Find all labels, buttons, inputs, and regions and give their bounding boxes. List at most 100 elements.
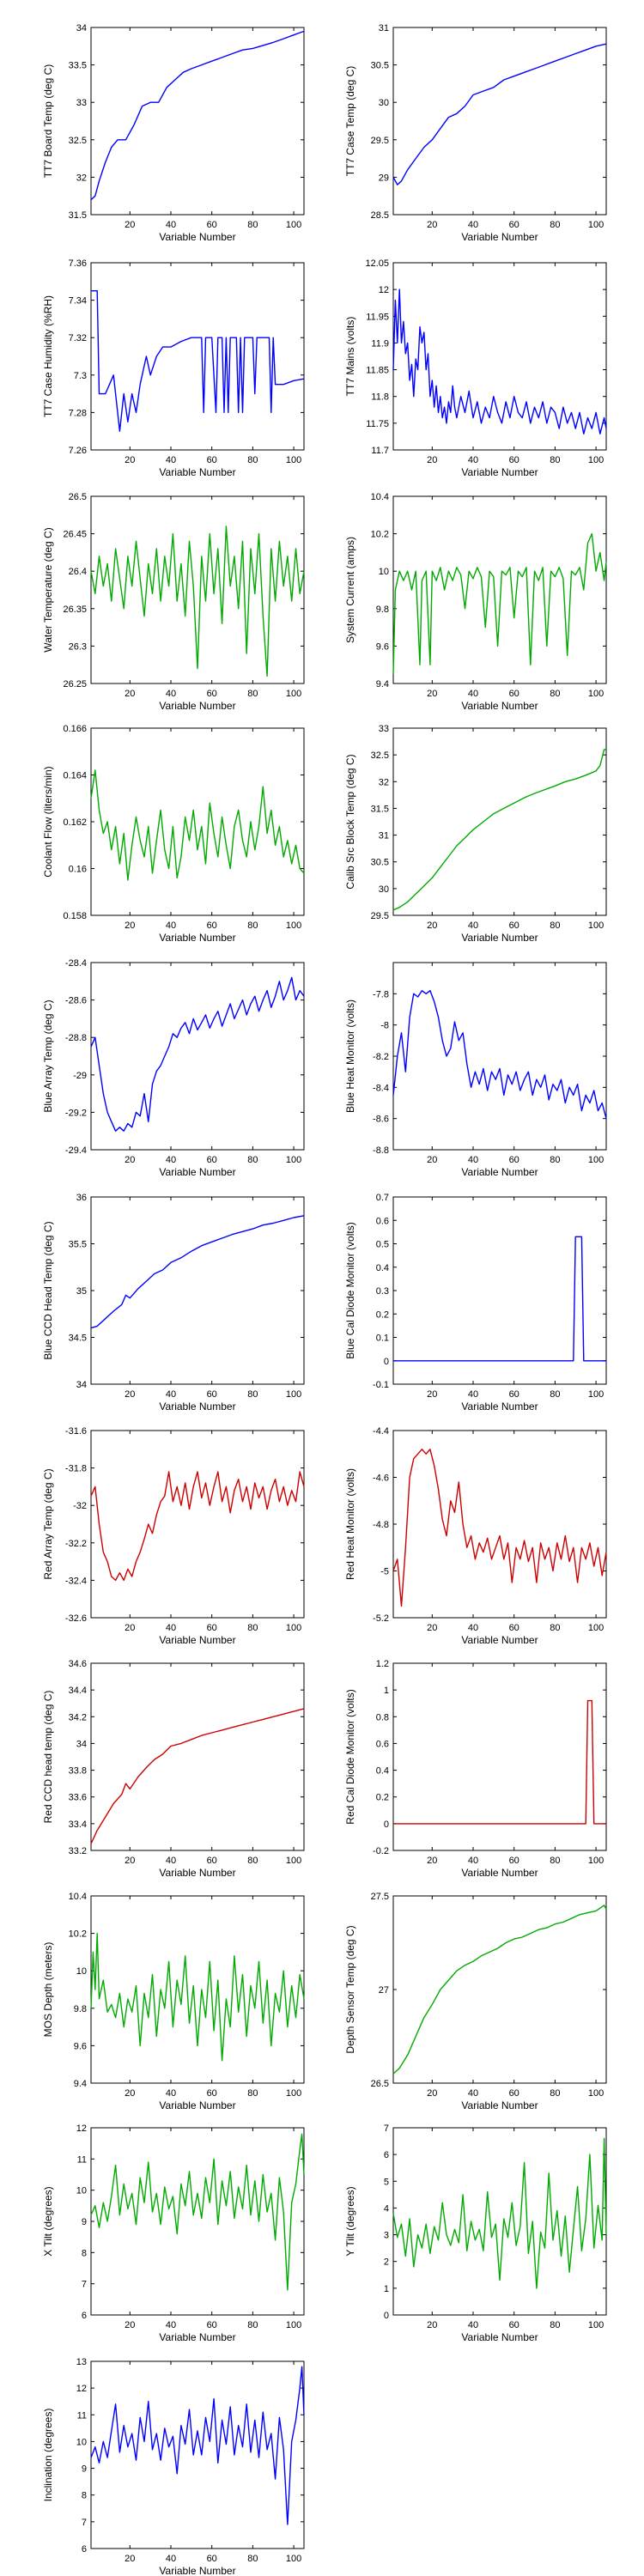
y-tick-label: 32.5 — [371, 750, 389, 761]
x-tick-label: 20 — [427, 1389, 437, 1400]
y-tick-label: 0.5 — [376, 1240, 389, 1250]
x-tick-label: 100 — [286, 689, 301, 699]
y-tick-label: 9.8 — [376, 605, 389, 615]
series-line-coolant-flow — [90, 769, 305, 881]
chart-red-array-temp: -32.6 -32.4 -32.2 -32 -31.8 -31.6 20 40 60 80 100 V… — [42, 1426, 305, 1646]
y-tick-label: 9.4 — [376, 679, 389, 690]
x-axis-label: Variable Number — [159, 2565, 235, 2576]
y-axis-label: Red CCD head temp (deg C) — [42, 1691, 54, 1824]
x-tick-label: 60 — [207, 220, 217, 230]
y-tick-label: -28.4 — [65, 958, 87, 969]
y-tick-label: 26.5 — [69, 492, 87, 502]
x-tick-label: 80 — [550, 920, 560, 931]
y-tick-label: 30 — [379, 98, 389, 108]
y-axis-label: Water Temperature (deg C) — [42, 527, 54, 652]
x-tick-label: 20 — [125, 1389, 135, 1400]
y-axis-label: MOS Depth (meters) — [42, 1942, 54, 2038]
x-tick-label: 60 — [509, 1155, 519, 1165]
chart-blue-array-temp: -29.4 -29.2 -29 -28.8 -28.6 -28.4 20 40 60 80 100 V… — [42, 958, 305, 1178]
series-line-red-heat-monitor — [392, 1449, 607, 1607]
x-tick-label: 20 — [427, 455, 437, 465]
y-tick-label: 0 — [384, 2311, 389, 2321]
x-tick-label: 40 — [468, 689, 478, 699]
x-tick-label: 40 — [468, 1623, 478, 1633]
y-tick-label: 7 — [82, 2280, 87, 2290]
x-tick-label: 80 — [247, 2088, 258, 2099]
y-tick-label: 10 — [76, 2186, 87, 2196]
x-tick-label: 40 — [166, 2320, 176, 2330]
x-axis-label: Variable Number — [461, 700, 538, 712]
x-tick-label: 60 — [207, 2554, 217, 2564]
plot-area — [392, 1895, 607, 2084]
x-tick-label: 20 — [427, 1856, 437, 1866]
y-tick-label: -29.4 — [65, 1145, 87, 1156]
y-tick-label: 6 — [384, 2150, 389, 2160]
y-tick-label: -5.2 — [373, 1613, 389, 1624]
x-axis-label: Variable Number — [159, 466, 235, 478]
plot-area — [392, 727, 607, 916]
x-tick-label: 20 — [125, 220, 135, 230]
y-axis-label: Blue CCD Head Temp (deg C) — [42, 1221, 54, 1359]
y-tick-label: 31 — [379, 23, 389, 33]
x-tick-label: 80 — [247, 1155, 258, 1165]
x-axis-label: Variable Number — [461, 1867, 538, 1879]
y-tick-label: 31 — [379, 831, 389, 841]
y-tick-label: 9.6 — [376, 641, 389, 652]
x-tick-label: 60 — [509, 220, 519, 230]
y-tick-label: 6 — [82, 2544, 87, 2555]
series-line-blue-cal-diode-monitor — [393, 1236, 606, 1362]
y-tick-label: 0.162 — [63, 817, 87, 828]
y-tick-label: 7.26 — [69, 446, 87, 456]
y-tick-label: 1 — [384, 2284, 389, 2294]
y-tick-label: 12.05 — [365, 258, 389, 269]
chart-blue-heat-monitor: -8.8 -8.6 -8.4 -8.2 -8 -7.8 20 40 60 80 100 Variabl… — [344, 962, 607, 1178]
y-tick-label: 33.2 — [69, 1846, 87, 1856]
y-tick-label: -28.8 — [65, 1033, 87, 1043]
y-axis-label: Coolant Flow (liters/min) — [42, 766, 54, 877]
y-tick-label: 31.5 — [69, 210, 87, 221]
y-tick-label: 11.75 — [366, 419, 389, 429]
x-tick-label: 100 — [286, 1623, 301, 1633]
x-tick-label: 40 — [468, 920, 478, 931]
x-tick-label: 60 — [207, 1623, 217, 1633]
x-axis-label: Variable Number — [461, 466, 538, 478]
x-tick-label: 100 — [286, 1389, 301, 1400]
x-axis-label: Variable Number — [159, 1166, 235, 1178]
x-tick-label: 80 — [550, 220, 560, 230]
chart-tt7-mains: 11.7 11.75 11.8 11.85 11.9 11.95 12 12.05 20 40 60… — [344, 258, 607, 478]
y-axis-label: TT7 Case Humidity (%RH) — [42, 295, 54, 417]
y-tick-label: 0.164 — [63, 771, 87, 781]
x-tick-label: 100 — [588, 1389, 604, 1400]
y-tick-label: 7.34 — [69, 296, 87, 307]
chart-depth-sensor-temp: 26.5 27 27.5 20 40 60 80 100 Variable Number Dept… — [344, 1892, 607, 2111]
y-tick-label: 0.7 — [376, 1193, 389, 1203]
series-line-inclination — [90, 2366, 305, 2525]
series-line-red-ccd-head-temp — [90, 1708, 305, 1844]
y-tick-label: 32 — [76, 173, 87, 183]
x-tick-label: 20 — [125, 2554, 135, 2564]
chart-y-tilt: 0 1 2 3 4 5 6 7 20 40 60 80 100 Variable Number Y Tilt… — [344, 2123, 607, 2343]
chart-blue-cal-diode-monitor: -0.1 0 0.1 0.2 0.3 0.4 0.5 0.6 0.7 20 40 60 80 100 Var… — [344, 1193, 607, 1413]
x-tick-label: 60 — [509, 455, 519, 465]
series-line-tt7-case-temp — [392, 43, 607, 185]
x-tick-label: 100 — [588, 455, 604, 465]
x-tick-label: 60 — [509, 1389, 519, 1400]
x-tick-label: 100 — [588, 1155, 604, 1165]
chart-blue-ccd-head-temp: 34 34.5 35 35.5 36 20 40 60 80 100 Variable Number… — [42, 1193, 305, 1413]
y-tick-label: -32.6 — [65, 1613, 87, 1624]
x-tick-label: 60 — [207, 1155, 217, 1165]
x-tick-label: 80 — [550, 1155, 560, 1165]
chart-inclination: 6 7 8 9 10 11 12 13 20 40 60 80 100 Variable Number In… — [42, 2357, 305, 2576]
x-axis-label: Variable Number — [159, 700, 235, 712]
x-tick-label: 20 — [427, 689, 437, 699]
x-axis-label: Variable Number — [461, 2099, 538, 2111]
y-tick-label: -28.6 — [65, 996, 87, 1006]
x-axis-label: Variable Number — [461, 1400, 538, 1413]
y-tick-label: 26.35 — [63, 605, 87, 615]
plot-area — [90, 2360, 305, 2549]
x-tick-label: 100 — [286, 2554, 301, 2564]
x-tick-label: 40 — [166, 689, 176, 699]
x-tick-label: 60 — [207, 2088, 217, 2099]
y-tick-label: 33 — [379, 724, 389, 734]
chart-tt7-case-temp: 28.5 29 29.5 30 30.5 31 20 40 60 80 100 Variable Nu… — [344, 23, 607, 243]
